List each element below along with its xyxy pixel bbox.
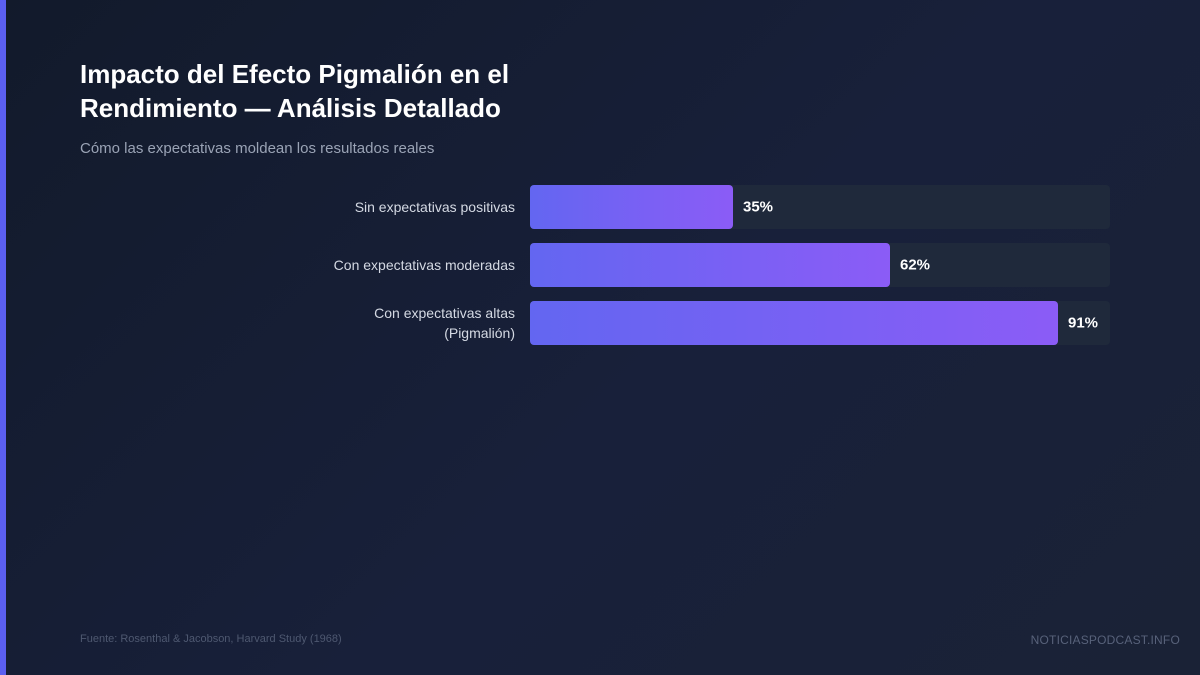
chart-subtitle: Cómo las expectativas moldean los result…	[80, 140, 435, 157]
bar-row: Con expectativas altas (Pigmalión) 91%	[0, 301, 1200, 345]
source-note: Fuente: Rosenthal & Jacobson, Harvard St…	[80, 633, 342, 645]
bar-value-label: 62%	[900, 256, 931, 274]
bar-track: 91%	[530, 301, 1110, 345]
bar-value-label: 35%	[743, 198, 774, 216]
bar-track: 35%	[530, 185, 1110, 229]
bar-row: Con expectativas moderadas 62%	[0, 243, 1200, 287]
accent-stripe	[0, 0, 6, 675]
bar-track: 62%	[530, 243, 1110, 287]
bar	[530, 301, 1058, 345]
bar-value-label: 91%	[1068, 314, 1099, 332]
bar	[530, 243, 890, 287]
bar-category-label: Sin expectativas positivas	[354, 199, 515, 215]
brand-watermark: NOTICIASPODCAST.INFO	[1030, 633, 1180, 647]
bar-category-label: Con expectativas moderadas	[333, 257, 515, 273]
bar-row: Sin expectativas positivas 35%	[0, 185, 1200, 229]
bar	[530, 185, 733, 229]
bar-category-label: Con expectativas altas (Pigmalión)	[374, 305, 515, 341]
chart-title: Impacto del Efecto Pigmalión en el Rendi…	[80, 59, 510, 123]
